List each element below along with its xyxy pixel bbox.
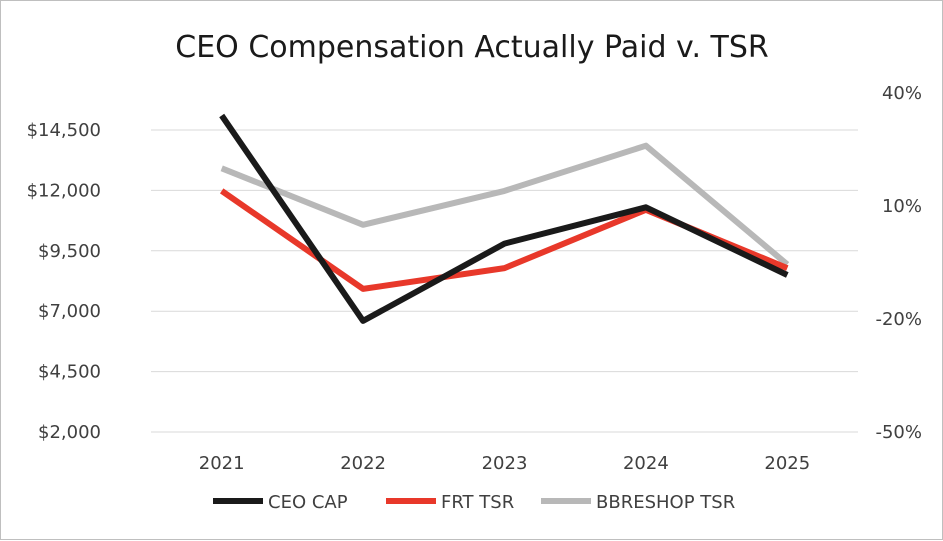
- x-tick-label: 2021: [199, 453, 245, 474]
- left-tick-label: $2,000: [38, 422, 101, 443]
- series-line-bbreshop-tsr: [220, 142, 790, 267]
- x-tick-label: 2025: [764, 453, 810, 474]
- gridlines: [151, 129, 858, 433]
- right-axis-ticks: -50% -20% 10% 40%: [875, 83, 922, 443]
- x-axis-ticks: 2021 2022 2023 2024 2025: [199, 453, 810, 474]
- right-tick-label: -50%: [875, 422, 922, 443]
- right-tick-label: -20%: [875, 309, 922, 330]
- x-tick-label: 2023: [482, 453, 528, 474]
- left-tick-label: $4,500: [38, 362, 101, 383]
- legend-label-frt-tsr: FRT TSR: [441, 492, 514, 513]
- series-line-ceo-cap: [219, 113, 789, 324]
- x-tick-label: 2022: [340, 453, 386, 474]
- right-tick-label: 10%: [882, 196, 922, 217]
- left-tick-label: $9,500: [38, 241, 101, 262]
- left-axis-ticks: $2,000 $4,500 $7,000 $9,500 $12,000 $14,500: [27, 120, 101, 443]
- series-lines: [219, 113, 790, 324]
- legend: CEO CAP FRT TSR BBRESHOP TSR: [213, 492, 735, 513]
- x-tick-label: 2024: [623, 453, 669, 474]
- left-tick-label: $12,000: [27, 180, 101, 201]
- left-tick-label: $14,500: [27, 120, 101, 141]
- legend-label-ceo-cap: CEO CAP: [268, 492, 348, 513]
- left-tick-label: $7,000: [38, 301, 101, 322]
- right-tick-label: 40%: [882, 83, 922, 104]
- legend-label-bbreshop-tsr: BBRESHOP TSR: [596, 492, 735, 513]
- chart-title: CEO Compensation Actually Paid v. TSR: [175, 30, 768, 65]
